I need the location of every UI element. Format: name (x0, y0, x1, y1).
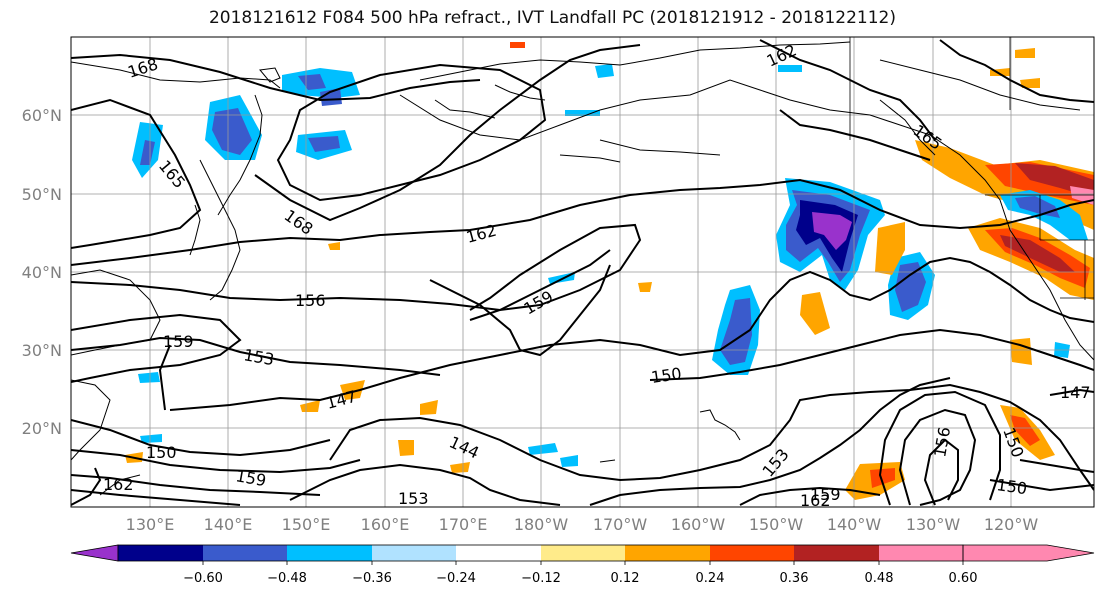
anomaly-pos-mid1 (875, 222, 905, 275)
colorbar: −0.60 −0.48 −0.36 −0.24 −0.12 0.12 0.24 … (70, 544, 1095, 586)
anomaly-pos-small11 (1015, 48, 1035, 58)
lon-label: 170°W (593, 515, 648, 534)
anomaly-neg-kamchatka-blue (212, 108, 252, 155)
colorbar-tick-label: 0.60 (949, 571, 978, 586)
lon-label: 180°W (514, 515, 569, 534)
anomaly-neg-small5 (140, 434, 162, 443)
lat-label: 20°N (22, 419, 62, 438)
colorbar-max-arrow (962, 544, 1095, 562)
colorbar-min-arrow (70, 544, 119, 562)
colorbar-tick-label: −0.36 (352, 571, 392, 586)
colorbar-tick-label: 0.12 (611, 571, 640, 586)
anomaly-pos-small8 (328, 242, 340, 250)
colorbar-segment (372, 545, 456, 561)
colorbar-segment (287, 545, 372, 561)
anomaly-neg-small3 (528, 443, 558, 455)
contour-label: 150 (650, 364, 683, 387)
anomaly-neg-small7 (565, 110, 600, 116)
lon-label: 130°W (906, 515, 961, 534)
refractivity-contours (71, 39, 1094, 506)
lon-label: 140°E (204, 515, 253, 534)
lon-label: 160°W (671, 515, 726, 534)
lon-label: 150°E (282, 515, 331, 534)
colorbar-tick-label: −0.60 (183, 571, 223, 586)
anomaly-neg-small8 (778, 65, 802, 72)
anomaly-pos-small3 (420, 400, 438, 415)
map-frame (70, 36, 1095, 508)
anomaly-pos-small6 (638, 282, 652, 292)
contour-label: 159 (810, 485, 841, 504)
anomaly-neg-midsouth-blue (720, 298, 752, 365)
coastlines (71, 41, 1094, 496)
anomaly-pos-small12 (1020, 78, 1040, 88)
colorbar-tick-label: 0.48 (865, 571, 894, 586)
contour-label: 147 (1060, 383, 1091, 402)
anomaly-neg-small4 (560, 455, 578, 467)
lat-label: 40°N (22, 263, 62, 282)
colorbar-tick-label: 0.36 (780, 571, 809, 586)
colorbar-segment (879, 545, 963, 561)
anomaly-neg-east1-blue (895, 262, 926, 312)
colorbar-segment (118, 545, 203, 561)
contour-label: 156 (295, 291, 326, 310)
colorbar-segment (710, 545, 794, 561)
anomaly-pos-mid3-red (870, 468, 895, 488)
anomaly-pos-small2 (398, 440, 414, 456)
colorbar-segment (625, 545, 710, 561)
latitude-labels: 60°N 50°N 40°N 30°N 20°N (22, 106, 62, 438)
anomaly-pos-small5 (300, 400, 320, 412)
colorbar-segment (456, 545, 541, 561)
lon-label: 150°W (749, 515, 804, 534)
anomaly-neg-central-purple (812, 212, 852, 250)
anomaly-neg-small2 (595, 64, 614, 78)
colorbar-segment (794, 545, 879, 561)
colorbar-tick-label: 0.24 (696, 571, 725, 586)
colorbar-tick-label: −0.48 (267, 571, 307, 586)
colorbar-ticks (202, 561, 964, 565)
lon-label: 140°W (827, 515, 882, 534)
anomaly-neg-bering-blue (298, 74, 326, 90)
anomaly-pos-se1-red (1010, 415, 1040, 446)
anomaly-pos-small9 (510, 42, 525, 48)
anomaly-neg-siberia-blue (140, 140, 155, 165)
lat-label: 50°N (22, 185, 62, 204)
contour-label: 162 (800, 491, 831, 510)
lat-label: 60°N (22, 106, 62, 125)
anomaly-pos-westcoast-dark (1000, 235, 1075, 272)
colorbar-tick-label: −0.24 (436, 571, 476, 586)
colorbar-frame (117, 544, 964, 562)
map-title: 2018121612 F084 500 hPa refract., IVT La… (208, 8, 896, 28)
lon-label: 170°E (439, 515, 488, 534)
lon-label: 120°W (984, 515, 1039, 534)
longitude-labels: 130°E 140°E 150°E 160°E 170°E 180°W 170°… (126, 515, 1039, 534)
anomaly-pos-mid2 (800, 292, 830, 335)
lat-label: 30°N (22, 341, 62, 360)
map-area: 168 165 168 162 162 165 156 159 159 153 … (71, 37, 1094, 510)
colorbar-segment (541, 545, 625, 561)
lon-label: 160°E (361, 515, 410, 534)
graticule (71, 37, 1094, 507)
anomaly-neg-small6 (138, 372, 160, 383)
anomaly-neg-bering2-blue (308, 136, 340, 152)
contour-label: 150 (995, 475, 1028, 498)
lon-label: 130°E (126, 515, 175, 534)
anomaly-pos-se2 (1010, 338, 1032, 365)
colorbar-segment (203, 545, 287, 561)
anomaly-pos-small1 (340, 380, 365, 400)
contour-label: 162 (103, 475, 134, 494)
contour-label: 153 (398, 489, 429, 508)
contour-label: 159 (163, 332, 194, 351)
anomaly-pos-small4 (450, 462, 470, 473)
contour-label: 150 (146, 443, 177, 462)
borders (849, 37, 1094, 300)
colorbar-tick-label: −0.12 (521, 571, 561, 586)
anomaly-neg-small1 (320, 88, 342, 106)
